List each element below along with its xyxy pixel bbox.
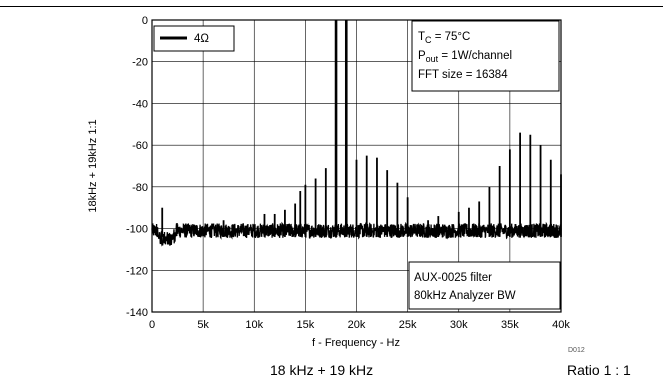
- x-tick-label: 5k: [197, 319, 209, 331]
- figure-id: D012: [568, 347, 585, 354]
- y-tick-label: -80: [132, 182, 148, 194]
- x-axis-label: f - Frequency - Hz: [312, 337, 400, 349]
- fft-spectrum-chart: 0 5k 10k 15k 20k 25k 30k 35k 40k 0 -20 -40 -60 -80 -1…: [87, 15, 585, 354]
- legend: 4Ω: [153, 25, 235, 52]
- y-tick-labels: 0 -20 -40 -60 -80 -100 -120 -140: [126, 15, 148, 319]
- caption-right: Ratio 1 : 1: [567, 362, 631, 378]
- filter-box: [408, 261, 561, 310]
- caption-left: 18 kHz + 19 kHz: [270, 362, 374, 378]
- plot-frame: [151, 19, 562, 313]
- filter-annotation: AUX-0025 filter 80kHz Analyzer BW: [408, 261, 561, 310]
- condition-fft-size: FFT size = 16384: [418, 69, 508, 81]
- y-tick-label: -140: [126, 307, 148, 319]
- y-tick-label: -60: [132, 140, 148, 152]
- top-rule: [0, 0, 663, 8]
- x-tick-labels: 0 5k 10k 15k 20k 25k 30k 35k 40k: [149, 319, 570, 331]
- filter-line-1: AUX-0025 filter: [414, 272, 492, 284]
- x-tick-label: 0: [149, 319, 155, 331]
- top-rule-line: [0, 6, 663, 7]
- y-axis-label: 18kHz + 19kHz 1:1: [87, 119, 99, 212]
- y-tick-label: -120: [126, 265, 148, 277]
- condition-temperature: TC = 75°C: [418, 31, 470, 45]
- y-tick-label: 0: [142, 15, 148, 27]
- condition-power: Pout = 1W/channel: [418, 50, 512, 64]
- x-tick-label: 40k: [552, 319, 570, 331]
- y-tick-label: -100: [126, 224, 148, 236]
- filter-line-2: 80kHz Analyzer BW: [414, 290, 516, 302]
- x-tick-label: 35k: [501, 319, 519, 331]
- legend-label: 4Ω: [194, 33, 209, 45]
- x-tick-label: 30k: [450, 319, 468, 331]
- conditions-box: [411, 20, 560, 92]
- y-tick-label: -40: [132, 98, 148, 110]
- x-tick-label: 25k: [399, 319, 417, 331]
- x-tick-label: 15k: [297, 319, 315, 331]
- conditions-annotation: TC = 75°C Pout = 1W/channel FFT size = 1…: [411, 20, 560, 92]
- x-tick-label: 10k: [245, 319, 263, 331]
- spectrum-trace: [151, 20, 562, 247]
- x-tick-label: 20k: [348, 319, 366, 331]
- y-tick-label: -20: [132, 57, 148, 69]
